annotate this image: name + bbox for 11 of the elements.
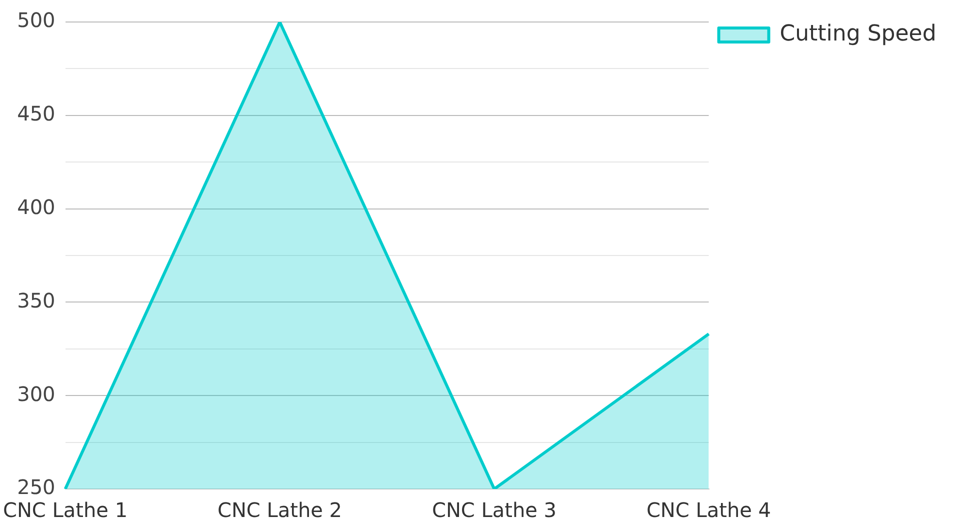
x-tick-label: CNC Lathe 1 [2,498,128,522]
y-tick-label: 350 [17,288,56,312]
x-tick-label: CNC Lathe 4 [646,498,772,522]
y-tick-label: 400 [17,195,56,220]
legend-label: Cutting Speed [780,22,936,47]
y-tick-label: 500 [17,8,56,32]
y-tick-label: 300 [17,382,56,406]
x-tick-label: CNC Lathe 3 [432,498,557,522]
y-tick-label: 250 [17,475,56,500]
x-tick-label: CNC Lathe 2 [217,498,342,522]
y-tick-label: 450 [17,102,56,126]
